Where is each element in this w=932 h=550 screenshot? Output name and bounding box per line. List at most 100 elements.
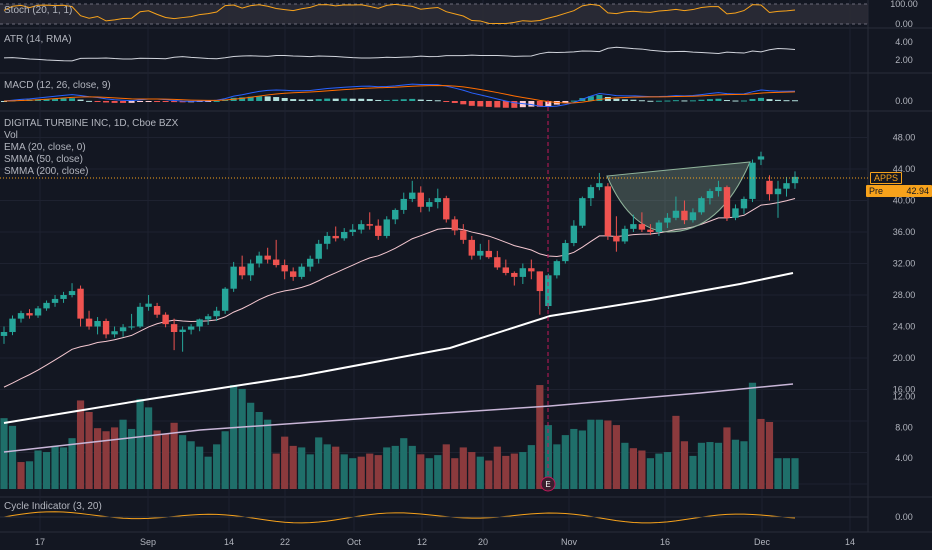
macd-histogram-bar [706,99,713,101]
volume-bar [272,453,280,489]
volume-bar [655,453,663,489]
candle-body [102,320,110,335]
candle-body [366,224,373,226]
volume-bar [527,445,535,489]
macd-histogram-bar [689,100,696,102]
macd-histogram-bar [740,100,747,102]
candle-body [255,255,263,264]
stoch-axis-label: 100.00 [890,0,918,9]
volume-bar [604,420,612,489]
volume-bar [213,444,221,489]
macd-histogram-bar [460,101,467,105]
volume-bar [323,444,331,489]
candle-body [434,198,441,203]
macd-histogram-bar [715,98,722,101]
volume-bar [638,450,646,489]
volume-bar [595,419,603,489]
volume-bar [162,433,170,489]
volume-bar [93,428,102,489]
price-axis-label: 8.00 [895,422,913,432]
volume-bar [340,454,348,489]
volume-bar [8,425,17,489]
x-axis-label: Nov [561,537,578,547]
volume-bar [315,437,323,489]
candle-body [426,202,433,207]
volume-bar [349,458,357,489]
macd-histogram-bar [69,98,76,101]
candle-body [230,266,237,289]
macd-histogram-bar [468,101,475,106]
macd-histogram-bar [324,98,331,101]
macd-histogram-bar [434,100,441,102]
price-axis-label: 44.00 [893,164,916,174]
cycle-label: Cycle Indicator (3, 20) [4,501,102,512]
volume-bar [493,446,501,489]
macd-histogram-bar [502,101,509,108]
candle-body [247,263,254,276]
stoch-label: Stoch (20, 1, 1) [4,5,73,16]
volume-bar [485,460,493,489]
volume-bar [731,439,740,489]
x-axis-label: Dec [754,537,771,547]
volume-bar [510,453,518,489]
candle-body [468,239,475,256]
candle-body [766,180,773,195]
volume-bar [757,418,765,489]
candle-body [34,308,42,316]
smma50-label: SMMA (50, close) [4,154,83,165]
price-axis-label: 24.00 [893,322,916,332]
candle-body [638,224,646,230]
macd-histogram-bar [375,99,382,101]
volume-bar [774,458,782,489]
macd-histogram-bar [349,98,356,101]
macd-histogram-bar [273,97,280,101]
candle-body [451,219,458,231]
symbol-label: APPS [874,173,899,183]
volume-bar [153,430,161,489]
macd-histogram-bar [239,97,246,101]
symbol-badge: APPS [870,172,903,184]
volume-bar [697,442,706,489]
macd-histogram-bar [111,101,118,103]
volume-bar [578,430,586,489]
macd-histogram-bar [426,99,433,101]
candle-body [511,272,518,277]
candle-body [749,162,756,199]
macd-histogram-bar [290,99,297,101]
macd-line [3,83,796,108]
volume-bar [782,458,791,489]
volume-bar [663,452,672,489]
volume-bar [791,458,799,489]
macd-histogram-bar [655,100,662,102]
macd-histogram-bar [664,100,671,102]
macd-histogram-bar [315,99,322,101]
candle-body [383,219,390,236]
candle-body [85,318,93,327]
candle-body [119,327,127,332]
macd-histogram-bar [307,99,314,101]
volume-bar [570,428,578,489]
volume-bar [476,456,484,489]
volume-bar [289,445,297,489]
pre-badge: Pre 42.94 [866,185,932,197]
macd-histogram-bar [570,100,577,102]
volume-bar [561,435,569,489]
price-axis-label: 4.00 [895,453,913,463]
macd-histogram-bar [477,101,484,107]
volume-bar [170,422,178,489]
candle-body [9,318,16,333]
volume-bar [255,412,263,489]
volume-bar [76,400,85,489]
volume-bar [706,442,714,489]
volume-bar [519,452,527,489]
candle-body [477,250,484,256]
candle-body [706,191,714,199]
macd-histogram-bar [179,101,186,103]
candle-body [153,306,161,315]
volume-bar [59,447,68,489]
candle-body [689,212,697,221]
cup-pattern [606,161,751,233]
volume-bar [425,458,433,489]
candle-body [315,243,322,259]
